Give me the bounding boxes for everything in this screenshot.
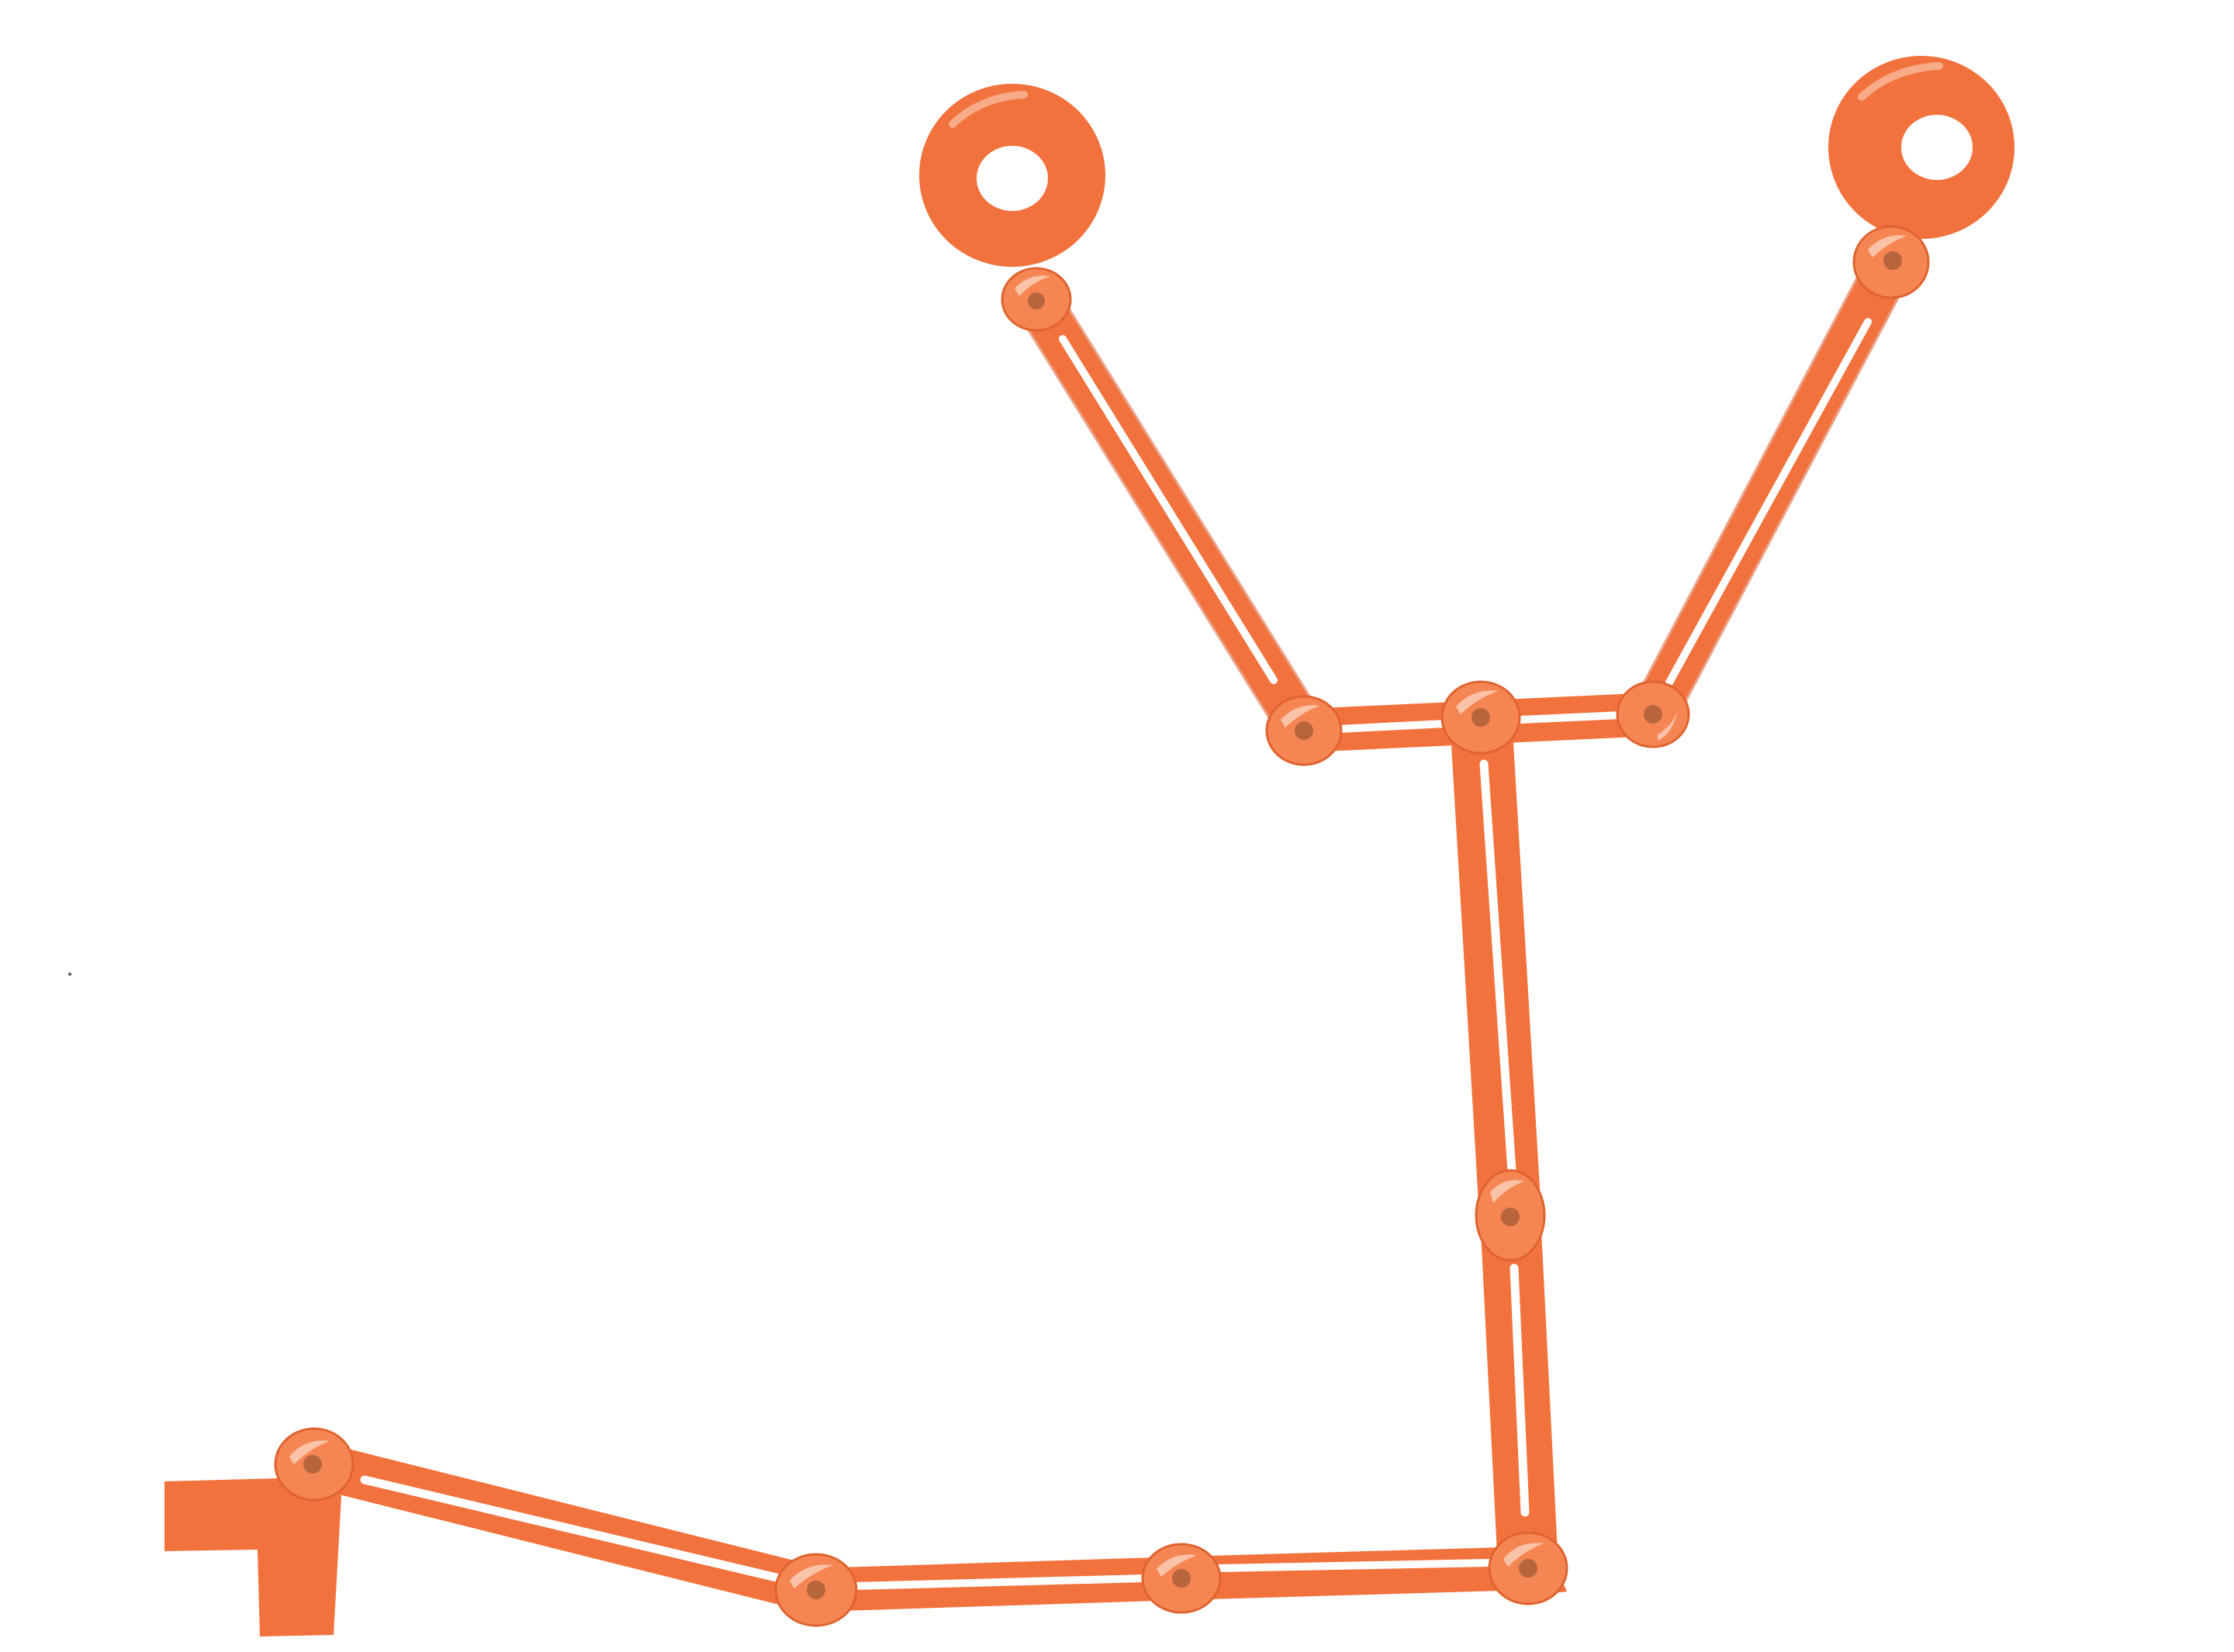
pivot-joint [1141, 1543, 1222, 1614]
pivot-joint [1265, 695, 1343, 766]
bottom-middle [794, 1557, 1203, 1612]
upper-left-arm [1012, 275, 1328, 755]
pivot-joint [774, 1553, 858, 1627]
upper-right-arm [1629, 238, 1915, 738]
right-ring-highlight [1858, 62, 1943, 101]
vertical-upper [1450, 686, 1541, 1246]
right-ring-body [1828, 56, 2014, 239]
pivot-joint [274, 1427, 354, 1502]
left-ring-body [919, 84, 1105, 267]
pivot-joint [1616, 680, 1690, 748]
speck [68, 973, 71, 976]
pivot-joint [1475, 1169, 1546, 1262]
pivot-joint [1440, 680, 1521, 755]
right-ring [1828, 56, 2014, 239]
pivot-joint [1001, 267, 1072, 332]
pivot-joint [1852, 225, 1930, 299]
bottom-right [1160, 1547, 1550, 1600]
pivot-joint [1488, 1531, 1568, 1605]
bottom-left [291, 1441, 839, 1613]
left-ring-highlight [949, 91, 1028, 128]
left-ring [919, 84, 1105, 267]
